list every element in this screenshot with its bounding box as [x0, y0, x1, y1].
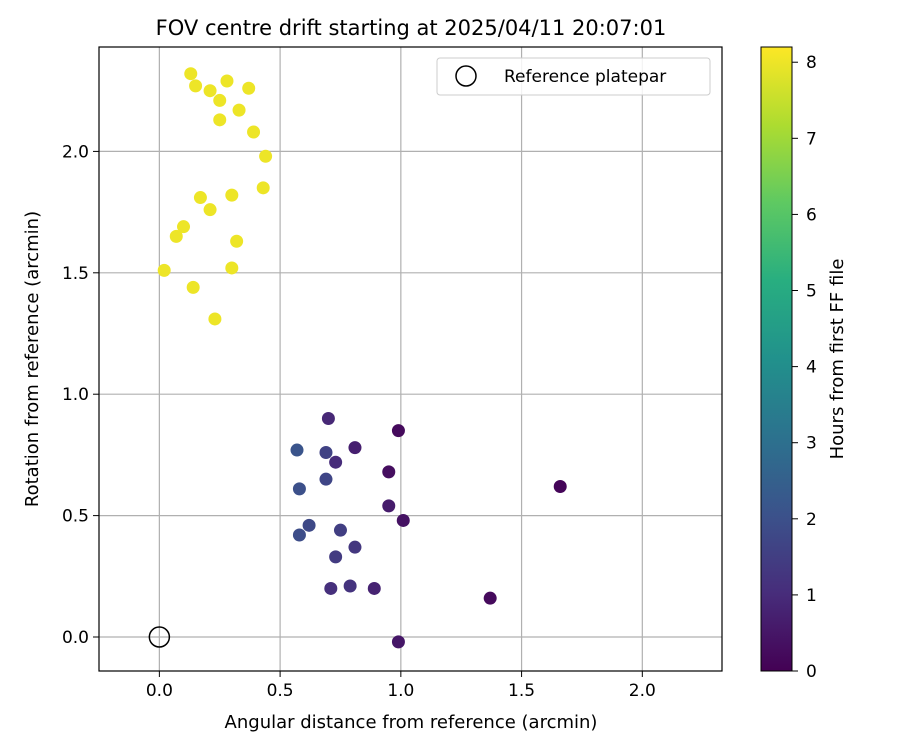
data-point — [396, 513, 410, 527]
data-point — [259, 149, 273, 163]
data-point — [225, 188, 239, 202]
y-tick-label: 1.5 — [62, 264, 89, 284]
data-point — [553, 479, 567, 493]
colorbar-tick-label: 6 — [806, 205, 817, 225]
data-point — [203, 203, 217, 217]
data-point — [256, 181, 270, 195]
y-axis-ticks: 0.0 0.5 1.0 1.5 2.0 — [62, 142, 99, 648]
data-point — [483, 591, 497, 605]
data-point — [290, 443, 304, 457]
colorbar-tick-label: 5 — [806, 282, 817, 302]
colorbar-tick-label: 4 — [806, 358, 817, 378]
data-point — [184, 67, 198, 81]
data-point — [391, 424, 405, 438]
colorbar-tick-label: 3 — [806, 434, 817, 454]
colorbar-ticks: 0 1 2 3 4 5 6 7 8 — [792, 53, 817, 682]
y-tick-label: 0.0 — [62, 628, 89, 648]
legend: Reference platepar — [436, 57, 711, 96]
data-point — [230, 234, 244, 248]
data-point — [333, 523, 347, 537]
data-point — [203, 84, 217, 98]
data-point — [382, 465, 396, 479]
x-tick-label: 0.0 — [146, 681, 173, 701]
y-axis-label: Rotation from reference (arcmin) — [22, 211, 43, 507]
chart-title: FOV centre drift starting at 2025/04/11 … — [156, 16, 667, 40]
data-points — [157, 67, 567, 649]
data-point — [225, 261, 239, 275]
x-tick-label: 0.5 — [267, 681, 294, 701]
data-point — [343, 579, 357, 593]
data-point — [367, 581, 381, 595]
data-point — [242, 81, 256, 95]
data-point — [348, 441, 362, 455]
colorbar-tick-label: 2 — [806, 510, 817, 530]
data-point — [319, 445, 333, 459]
colorbar-tick-label: 8 — [806, 53, 817, 73]
data-point — [292, 528, 306, 542]
reference-marker — [148, 626, 171, 648]
colorbar-label: Hours from first FF file — [827, 259, 848, 460]
data-point — [232, 103, 246, 117]
data-point — [177, 220, 191, 234]
data-point — [157, 263, 171, 277]
data-point — [321, 411, 335, 425]
data-point — [391, 635, 405, 649]
x-axis-label: Angular distance from reference (arcmin) — [225, 712, 598, 733]
data-point — [324, 581, 338, 595]
data-point — [213, 113, 227, 127]
data-point — [208, 312, 222, 326]
legend-box — [436, 57, 711, 96]
legend-entry: Reference platepar — [504, 67, 666, 87]
x-tick-label: 1.0 — [387, 681, 414, 701]
data-point — [247, 125, 261, 139]
reference-platepar-marker — [148, 626, 171, 648]
data-point — [348, 540, 362, 554]
data-point — [213, 93, 227, 107]
data-point — [329, 455, 343, 469]
data-point — [193, 191, 207, 205]
colorbar: 0 1 2 3 4 5 6 7 8 Hours from first FF file — [760, 46, 848, 682]
plot-frame — [98, 46, 723, 672]
data-point — [319, 472, 333, 486]
colorbar-tick-label: 0 — [806, 662, 817, 682]
data-point — [186, 280, 200, 294]
data-point — [329, 550, 343, 564]
data-point — [382, 499, 396, 513]
data-point — [189, 79, 203, 93]
data-point — [292, 482, 306, 496]
x-tick-label: 1.5 — [508, 681, 535, 701]
colorbar-tick-label: 1 — [806, 586, 817, 606]
x-axis-ticks: 0.0 0.5 1.0 1.5 2.0 — [146, 671, 656, 701]
colorbar-gradient — [760, 46, 793, 672]
grid-lines — [99, 47, 722, 671]
data-point — [169, 229, 183, 243]
legend-marker-open-circle — [455, 65, 477, 87]
x-tick-label: 2.0 — [629, 681, 656, 701]
y-tick-label: 0.5 — [62, 507, 89, 527]
data-point — [220, 74, 234, 88]
y-tick-label: 1.0 — [62, 385, 89, 405]
colorbar-tick-label: 7 — [806, 129, 817, 149]
data-point — [302, 518, 316, 532]
y-tick-label: 2.0 — [62, 142, 89, 162]
